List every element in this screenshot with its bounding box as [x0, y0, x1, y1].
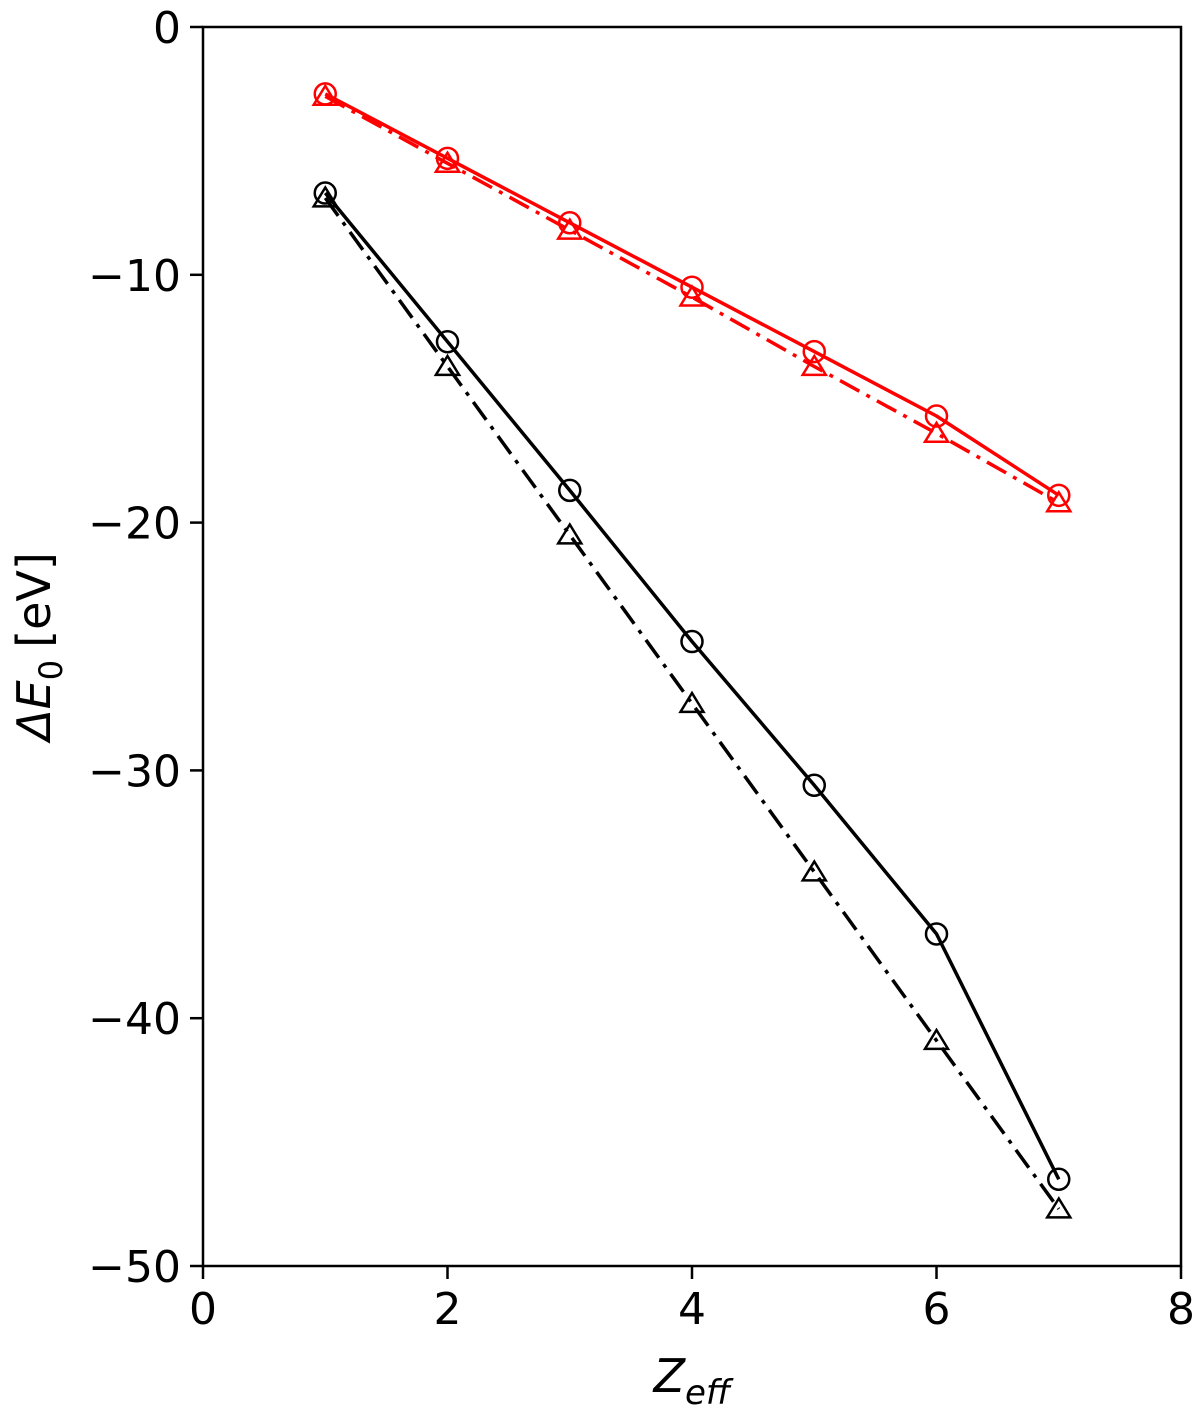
series-3: [311, 185, 1073, 1219]
x-tick-label: 6: [923, 1284, 951, 1335]
series-2: [313, 181, 1071, 1192]
series-line: [323, 191, 1061, 1181]
data-point: [313, 181, 337, 205]
x-tick-label: 2: [434, 1284, 462, 1335]
y-tick-label: −50: [88, 1242, 181, 1293]
y-axis-label-subscript: 0: [32, 660, 70, 680]
data-point: [311, 185, 340, 208]
y-axis-label-unit: [eV]: [7, 552, 61, 648]
data-point: [680, 629, 704, 654]
x-tick-label: 0: [189, 1284, 217, 1335]
data-point: [1044, 489, 1073, 513]
data-point: [555, 522, 584, 545]
y-tick-label: 0: [153, 3, 181, 54]
data-point: [1044, 1196, 1073, 1219]
y-tick-label: −20: [88, 499, 181, 550]
x-axis-label-main: Z: [652, 1349, 687, 1403]
data-point: [555, 217, 584, 240]
data-point: [802, 339, 826, 364]
series-1: [311, 83, 1073, 513]
data-point: [435, 329, 460, 354]
series-layer: [311, 82, 1073, 1219]
data-point: [802, 773, 826, 798]
data-point: [433, 150, 462, 173]
data-point: [800, 353, 829, 377]
data-point: [1047, 1167, 1071, 1192]
x-axis-label-subscript: eff: [685, 1373, 734, 1406]
x-axis-label: Zeff: [652, 1349, 734, 1406]
data-point: [680, 275, 704, 299]
plot-area-frame: [201, 25, 1183, 1268]
y-tick-label: −10: [88, 251, 181, 302]
y-axis-label: ΔE0 [eV]: [7, 552, 70, 744]
ticks-layer: 0 2 4 6 8 0 −10 −20 −30 −40 −50: [88, 3, 1195, 1335]
series-line: [324, 94, 1060, 505]
data-point: [678, 690, 706, 714]
data-point: [922, 420, 951, 444]
x-tick-label: 4: [678, 1284, 706, 1335]
data-point: [558, 478, 582, 503]
data-point: [922, 1027, 951, 1051]
y-tick-label: −30: [88, 746, 181, 797]
series-line: [323, 196, 1061, 1211]
series-0: [313, 82, 1071, 508]
data-point: [800, 859, 829, 882]
data-point: [311, 83, 340, 107]
data-point: [924, 404, 949, 428]
data-point: [433, 353, 462, 377]
data-point: [924, 922, 949, 946]
data-point: [1047, 483, 1071, 508]
series-line: [324, 92, 1060, 497]
x-tick-label: 8: [1167, 1284, 1195, 1335]
y-tick-label: −40: [88, 994, 181, 1045]
data-point: [678, 284, 706, 307]
y-axis-label-main: ΔE: [7, 680, 61, 744]
